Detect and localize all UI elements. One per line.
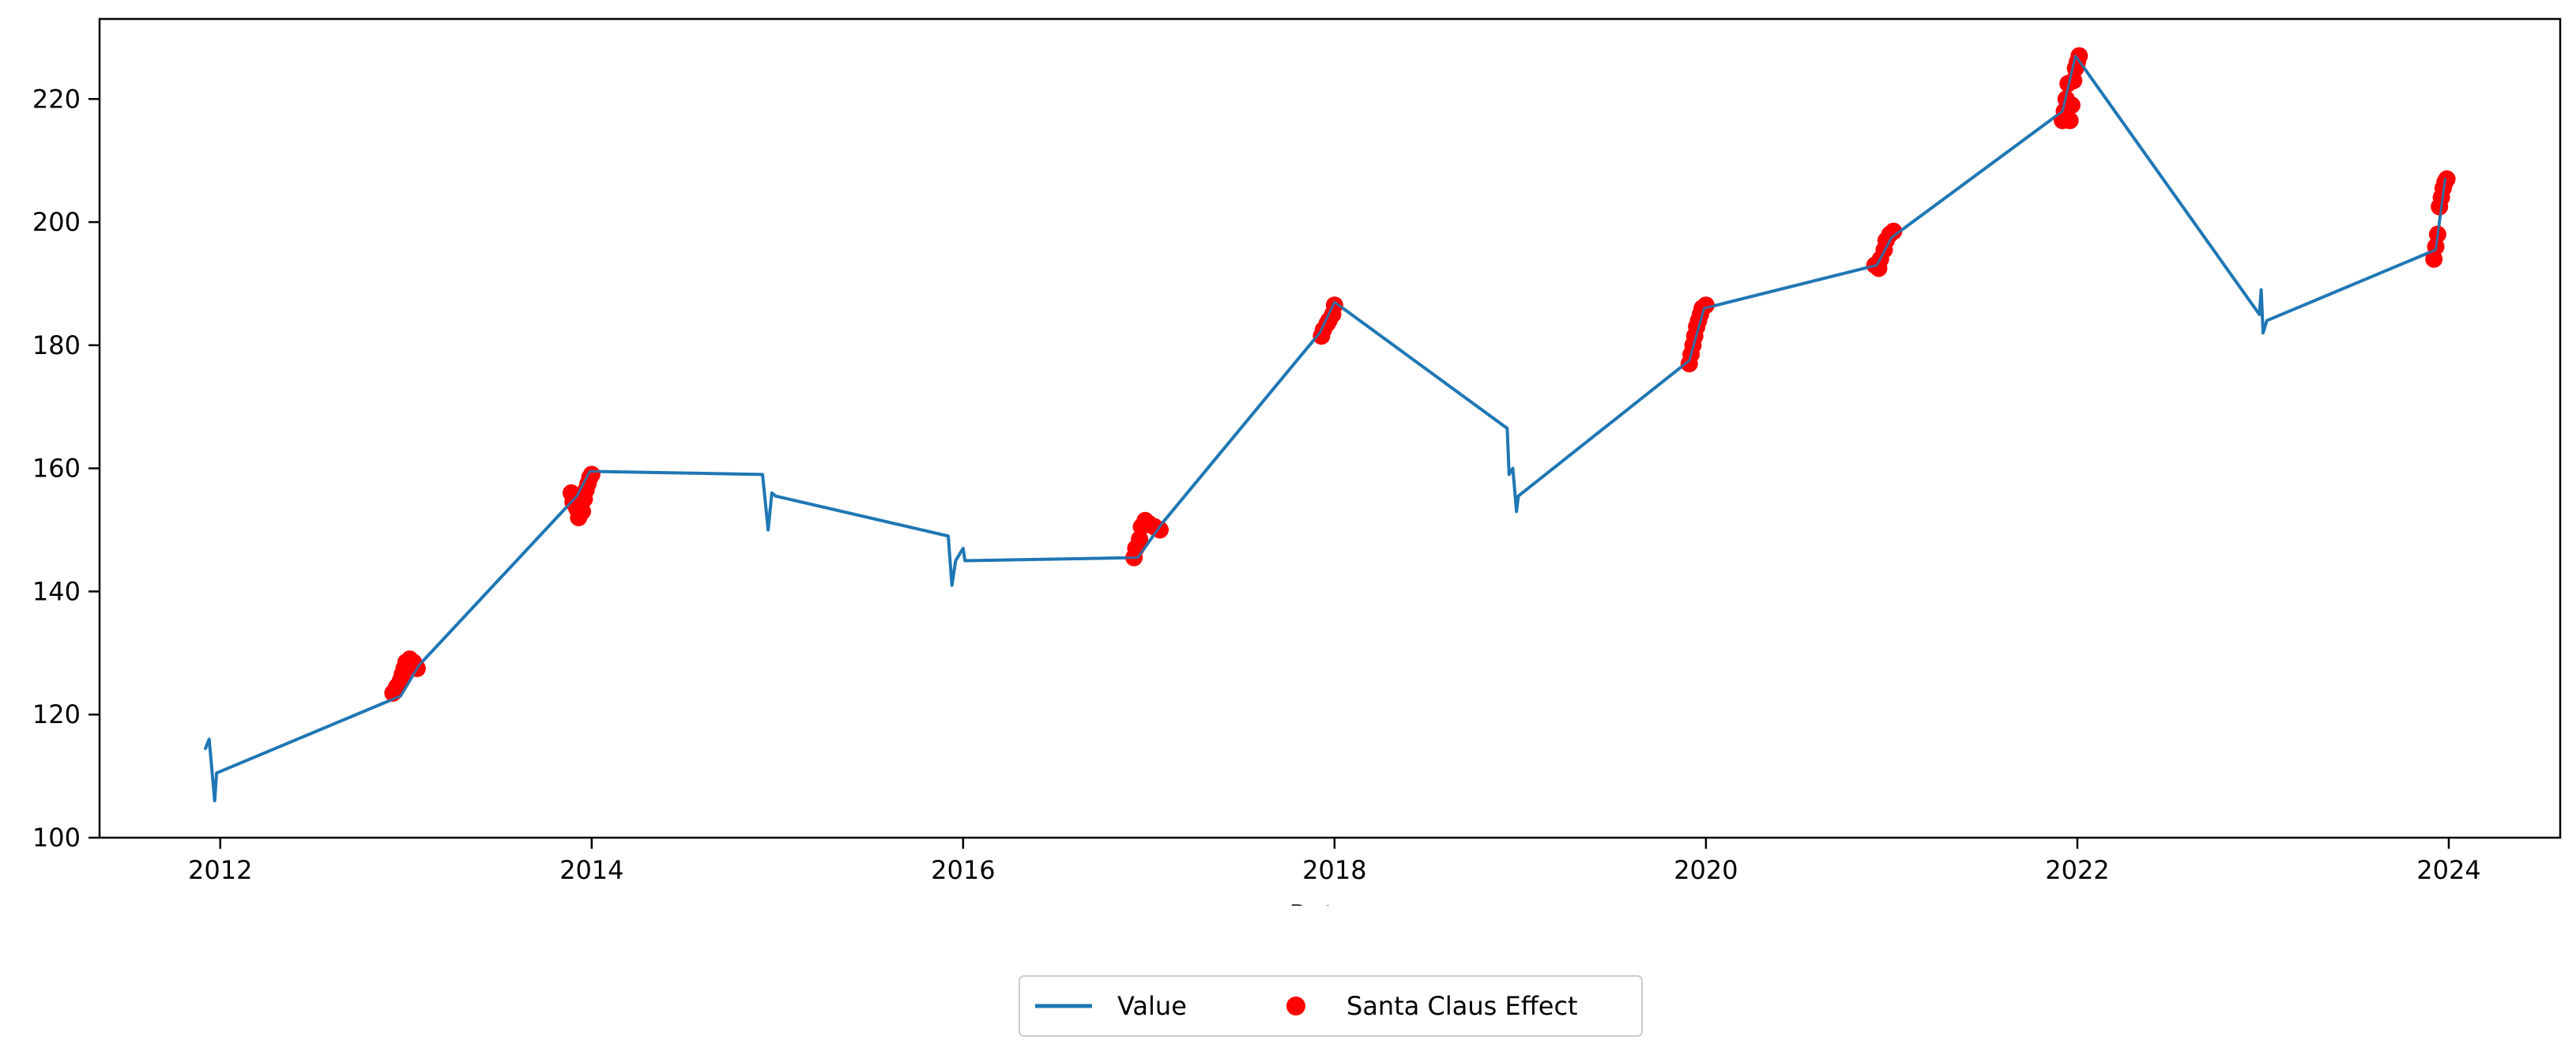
- axis-ticks: 2012 2014 2016 2018 2020 2022 2024 100 120 140 160…: [32, 84, 2481, 885]
- x-tick-label: 2024: [2416, 855, 2480, 885]
- y-tick-label: 200: [32, 207, 81, 237]
- y-tick-label: 220: [32, 84, 81, 114]
- legend-label-value: Value: [1117, 991, 1187, 1021]
- santa-claus-point: [582, 465, 601, 484]
- y-tick-label: 120: [32, 699, 81, 729]
- x-tick-label: 2022: [2045, 855, 2109, 885]
- x-tick-label: 2014: [559, 855, 623, 885]
- legend-frame: [1019, 975, 1643, 1037]
- x-tick-label: 2012: [188, 855, 252, 885]
- plot-area: [100, 19, 2560, 838]
- y-tick-label: 180: [32, 330, 81, 360]
- santa-claus-point: [1697, 296, 1715, 315]
- x-tick-label: 2018: [1302, 855, 1366, 885]
- santa-claus-point: [1885, 222, 1903, 240]
- legend-label-santa-claus-effect: Santa Claus Effect: [1346, 991, 1578, 1021]
- x-tick-label: 2020: [1674, 855, 1738, 885]
- y-tick-label: 160: [32, 454, 81, 484]
- santa-claus-point: [2438, 170, 2456, 188]
- label-clip-cover: [1185, 906, 1454, 937]
- legend: Value Santa Claus Effect: [1019, 975, 1643, 1037]
- santa-claus-point: [2061, 111, 2079, 130]
- plot-frame: [98, 17, 2562, 839]
- santa-claus-point: [2062, 96, 2081, 115]
- series-layer: [204, 47, 2456, 803]
- value-series-line-overlay: [204, 55, 2446, 802]
- y-tick-label: 100: [32, 823, 81, 853]
- legend-dot-swatch: [1286, 997, 1305, 1015]
- x-tick-label: 2016: [931, 855, 995, 885]
- y-tick-label: 140: [32, 576, 81, 606]
